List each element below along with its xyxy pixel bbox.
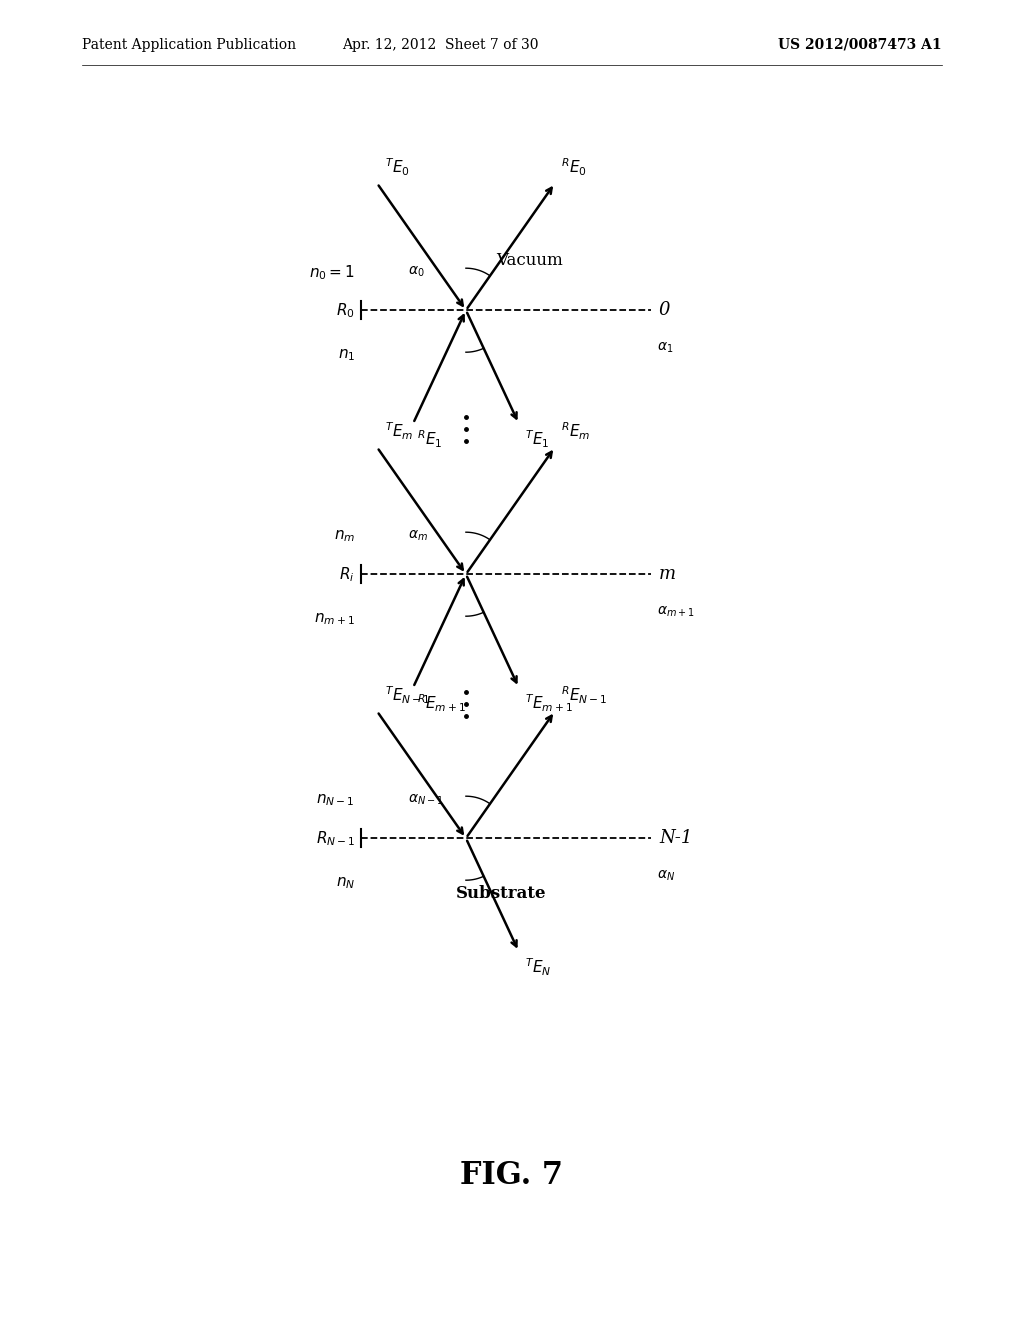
Text: $\alpha_{N-1}$: $\alpha_{N-1}$ (408, 793, 443, 808)
Text: $R_{N-1}$: $R_{N-1}$ (315, 829, 355, 847)
Text: $^RE_{m+1}$: $^RE_{m+1}$ (417, 693, 466, 714)
Text: US 2012/0087473 A1: US 2012/0087473 A1 (778, 38, 942, 51)
Text: $^RE_0$: $^RE_0$ (561, 157, 587, 178)
Text: Apr. 12, 2012  Sheet 7 of 30: Apr. 12, 2012 Sheet 7 of 30 (342, 38, 539, 51)
Text: Substrate: Substrate (456, 884, 547, 902)
Text: $^TE_m$: $^TE_m$ (385, 421, 414, 442)
Text: $n_N$: $n_N$ (336, 875, 355, 891)
Text: $^TE_{m+1}$: $^TE_{m+1}$ (524, 693, 572, 714)
Text: 0: 0 (658, 301, 671, 319)
Text: $n_{m+1}$: $n_{m+1}$ (314, 611, 355, 627)
Text: $^TE_{N-1}$: $^TE_{N-1}$ (385, 685, 430, 706)
Text: $^RE_m$: $^RE_m$ (561, 421, 590, 442)
Text: $\alpha_{m+1}$: $\alpha_{m+1}$ (657, 605, 694, 619)
Text: $n_0=1$: $n_0=1$ (309, 263, 355, 281)
Text: $\alpha_0$: $\alpha_0$ (408, 265, 425, 280)
Text: $^TE_1$: $^TE_1$ (524, 429, 549, 450)
Text: $^RE_1$: $^RE_1$ (417, 429, 442, 450)
Text: $\alpha_1$: $\alpha_1$ (657, 341, 674, 355)
Text: Vacuum: Vacuum (496, 252, 562, 269)
Text: $R_0$: $R_0$ (336, 301, 355, 319)
Text: $n_{N-1}$: $n_{N-1}$ (316, 792, 355, 808)
Text: $^TE_N$: $^TE_N$ (524, 957, 551, 978)
Text: $R_i$: $R_i$ (339, 565, 355, 583)
Text: Patent Application Publication: Patent Application Publication (82, 38, 296, 51)
Text: $n_1$: $n_1$ (338, 347, 355, 363)
Text: $^RE_{N-1}$: $^RE_{N-1}$ (561, 685, 607, 706)
Text: $^TE_0$: $^TE_0$ (385, 157, 410, 178)
Text: $\alpha_m$: $\alpha_m$ (408, 529, 428, 544)
Text: N-1: N-1 (658, 829, 692, 847)
Text: $n_m$: $n_m$ (334, 528, 355, 544)
Text: FIG. 7: FIG. 7 (461, 1159, 563, 1191)
Text: m: m (658, 565, 676, 583)
Text: $\alpha_N$: $\alpha_N$ (657, 869, 675, 883)
